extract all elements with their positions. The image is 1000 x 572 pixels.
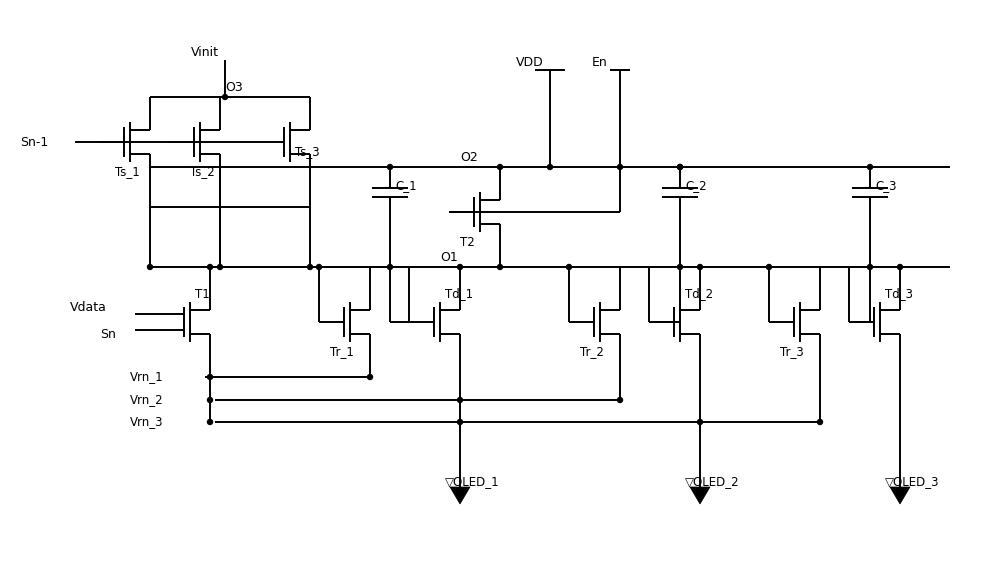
Circle shape	[498, 165, 503, 169]
Circle shape	[698, 264, 702, 269]
Circle shape	[767, 264, 772, 269]
Circle shape	[868, 264, 872, 269]
Circle shape	[218, 264, 222, 269]
Text: C_3: C_3	[875, 180, 896, 193]
Polygon shape	[890, 487, 910, 504]
Circle shape	[618, 165, 622, 169]
Circle shape	[818, 419, 822, 424]
Text: ▽OLED_3: ▽OLED_3	[885, 475, 940, 488]
Text: Td_1: Td_1	[445, 288, 473, 300]
Text: Vrn_2: Vrn_2	[130, 394, 164, 407]
Circle shape	[618, 398, 622, 403]
Circle shape	[308, 264, 312, 269]
Circle shape	[678, 165, 682, 169]
Circle shape	[458, 419, 462, 424]
Circle shape	[868, 165, 872, 169]
Text: T1: T1	[195, 288, 210, 300]
Circle shape	[698, 419, 702, 424]
Circle shape	[208, 419, 212, 424]
Text: C_2: C_2	[685, 180, 707, 193]
Circle shape	[208, 264, 212, 269]
Text: Sn-1: Sn-1	[20, 136, 48, 149]
Circle shape	[368, 375, 372, 379]
Circle shape	[222, 94, 228, 100]
Text: Td_2: Td_2	[685, 288, 713, 300]
Circle shape	[458, 264, 462, 269]
Text: Vinit: Vinit	[191, 46, 219, 58]
Text: T2: T2	[460, 236, 475, 248]
Text: Vdata: Vdata	[70, 300, 107, 313]
Circle shape	[148, 264, 152, 269]
Text: Ts_1: Ts_1	[115, 165, 140, 178]
Text: Vrn_1: Vrn_1	[130, 371, 164, 383]
Text: ▽OLED_1: ▽OLED_1	[445, 475, 500, 488]
Text: O2: O2	[460, 150, 478, 164]
Circle shape	[316, 264, 322, 269]
Text: Sn: Sn	[100, 328, 116, 340]
Polygon shape	[690, 487, 710, 504]
Text: Td_3: Td_3	[885, 288, 913, 300]
Text: Tr_1: Tr_1	[330, 345, 354, 359]
Circle shape	[208, 375, 212, 379]
Circle shape	[388, 165, 392, 169]
Circle shape	[458, 398, 462, 403]
Text: C_1: C_1	[395, 180, 417, 193]
Circle shape	[678, 264, 682, 269]
Text: En: En	[592, 55, 608, 69]
Text: Ts_2: Ts_2	[190, 165, 215, 178]
Text: Tr_2: Tr_2	[580, 345, 604, 359]
Text: Ts_3: Ts_3	[295, 145, 320, 158]
Circle shape	[208, 398, 212, 403]
Text: VDD: VDD	[516, 55, 544, 69]
Text: Tr_3: Tr_3	[780, 345, 804, 359]
Text: ▽OLED_2: ▽OLED_2	[685, 475, 740, 488]
Text: Vrn_3: Vrn_3	[130, 415, 164, 428]
Circle shape	[548, 165, 552, 169]
Circle shape	[388, 264, 392, 269]
Circle shape	[566, 264, 572, 269]
Circle shape	[678, 165, 682, 169]
Text: O1: O1	[440, 251, 458, 264]
Circle shape	[498, 264, 503, 269]
Polygon shape	[450, 487, 470, 504]
Text: O3: O3	[225, 81, 243, 93]
Circle shape	[898, 264, 902, 269]
